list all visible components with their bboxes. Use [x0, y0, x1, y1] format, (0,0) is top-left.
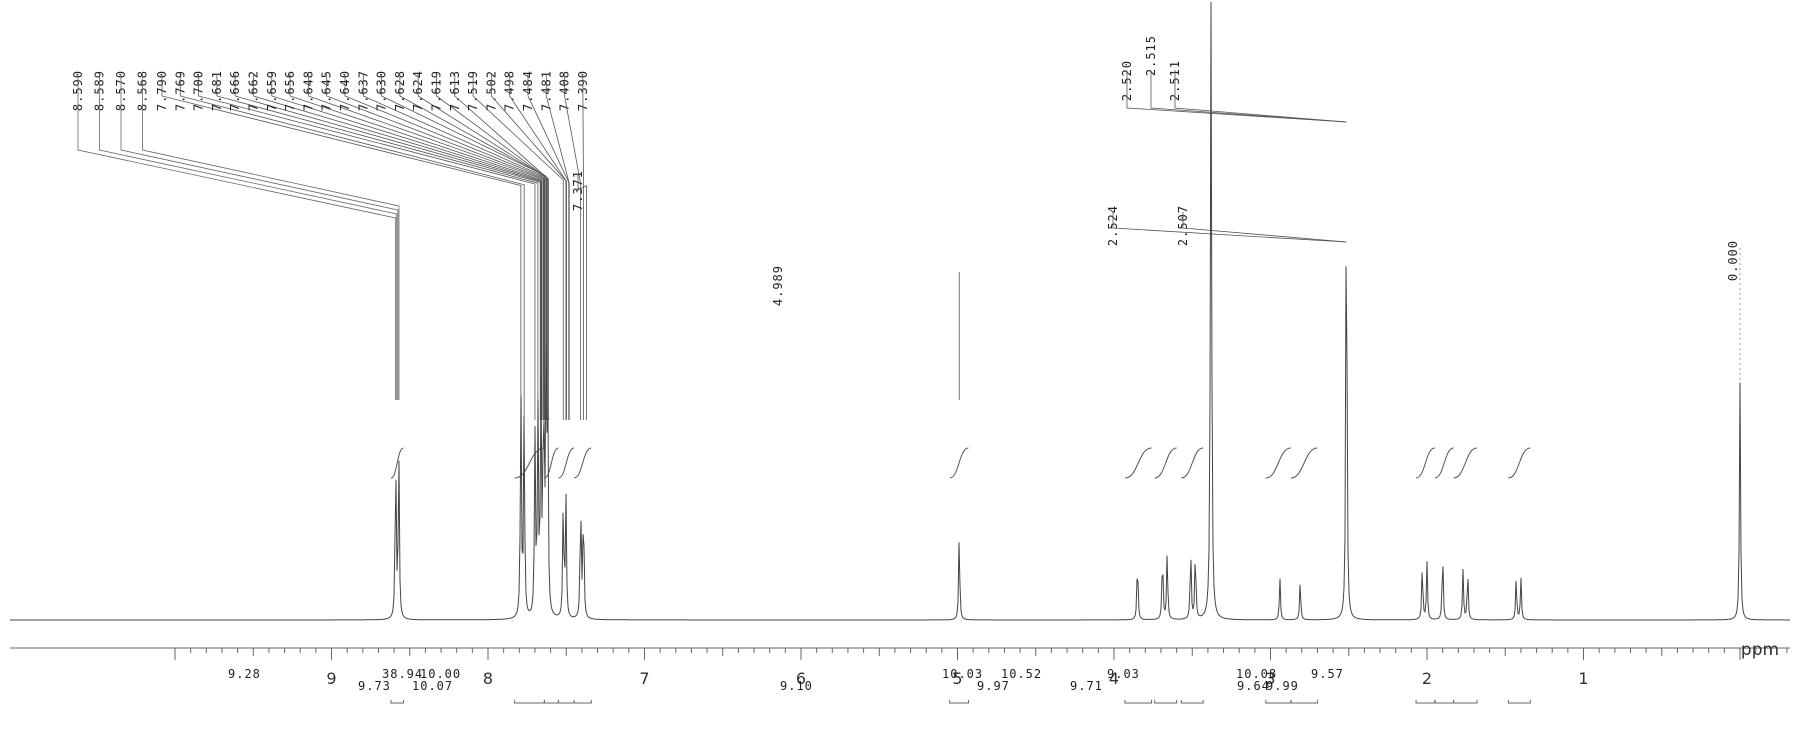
peak-leader-line: [77, 74, 397, 400]
integral-value-label: 9.97: [977, 679, 1010, 693]
peak-leader-line: [271, 74, 542, 420]
x-axis: 9 8 7 6 5 4 3 2 1: [10, 647, 1790, 688]
integral-curve: [1154, 447, 1177, 479]
peak-leader-line: [1112, 212, 1347, 243]
peak-leader-line: [142, 74, 400, 400]
integral-bracket: [1265, 700, 1292, 704]
peak-labels-layer: 8.590 8.589 8.570 8.568 7.790 7.769 7.700 7.681…: [71, 35, 1741, 420]
integral-value-label: 10.52: [1001, 667, 1042, 681]
x-tick-label: 1: [1578, 669, 1588, 688]
peak-leader-line: [545, 74, 570, 420]
integral-value-label: 9.28: [228, 667, 261, 681]
integral-bracket: [390, 700, 404, 704]
peak-leader-line: [1126, 70, 1347, 123]
x-tick-label: 3: [1265, 669, 1275, 688]
integral-curve: [558, 447, 575, 479]
peak-leader-line: [417, 74, 548, 420]
peak-leader-line: [307, 74, 544, 420]
peak-leader-line: [582, 74, 584, 420]
integral-value-label: 38.94: [382, 667, 423, 681]
peak-leader-line: [564, 74, 582, 420]
integral-value-label: 10.08: [1236, 667, 1277, 681]
integral-bracket: [557, 700, 575, 704]
integral-bracket: [1434, 700, 1455, 704]
integral-curve: [573, 447, 592, 479]
peak-leader-line: [198, 74, 536, 420]
peak-leader-line: [472, 74, 564, 420]
peak-leader-line: [99, 74, 398, 400]
integral-value-label: 9.73: [358, 679, 391, 693]
integral-curve: [1124, 447, 1152, 479]
spectrum-line: [10, 1, 1790, 621]
integral-bracket: [949, 700, 969, 704]
integral-curve: [1453, 447, 1478, 479]
peak-leader-line: [1182, 212, 1347, 243]
integral-value-label: 9.64: [1237, 679, 1270, 693]
integral-bracket: [543, 700, 559, 704]
integral-value-label: 9.03: [1107, 667, 1140, 681]
peak-leader-line: [436, 74, 549, 420]
integral-bracket: [1290, 700, 1318, 704]
peak-leader-line: [234, 74, 541, 420]
x-tick-label: 4: [1109, 669, 1119, 688]
peak-shift-label: 7.371: [571, 170, 585, 211]
x-tick-label: 6: [796, 669, 806, 688]
integral-curve: [390, 447, 404, 479]
x-tick-label: 7: [639, 669, 649, 688]
peak-leader-line: [1150, 70, 1347, 123]
peak-leader-line: [399, 74, 547, 420]
integral-curve: [1265, 447, 1291, 479]
integral-curve: [1508, 447, 1531, 479]
integral-value-label: 9.99: [1266, 679, 1299, 693]
integral-bracket: [1154, 700, 1178, 704]
peak-leader-line: [161, 74, 522, 420]
integral-bracket: [1507, 700, 1531, 704]
peak-leader-line: [216, 74, 539, 420]
peak-leader-line: [326, 74, 544, 420]
integral-value-label: 10.03: [942, 667, 983, 681]
x-axis-unit-label: ppm: [1741, 640, 1779, 660]
integral-bracket: [1453, 700, 1478, 704]
integral-curve: [1290, 447, 1318, 479]
peak-shift-label: 4.989: [771, 265, 785, 306]
integral-value-label: 9.57: [1311, 667, 1344, 681]
peak-leader-line: [362, 74, 546, 420]
peak-leader-line: [577, 174, 587, 420]
integral-bracket: [1180, 700, 1204, 704]
integral-curve: [1181, 447, 1204, 479]
peak-leader-line: [344, 74, 545, 420]
peak-leader-line: [179, 74, 525, 420]
integral-curves-layer: [390, 447, 1531, 479]
integral-value-label: 10.00: [420, 667, 461, 681]
x-tick-label: 9: [326, 669, 336, 688]
integral-bracket: [1415, 700, 1436, 704]
x-tick-label: 8: [483, 669, 493, 688]
integral-curve: [544, 447, 559, 479]
peak-leader-line: [1174, 70, 1347, 123]
integral-curve: [1415, 447, 1435, 479]
peak-leader-line: [120, 74, 399, 400]
peak-leader-line: [253, 74, 542, 420]
peak-leader-line: [509, 74, 567, 420]
integral-bracket: [1124, 700, 1153, 704]
integral-bracket: [514, 700, 545, 704]
integral-value-label: 9.10: [780, 679, 813, 693]
x-tick-label: 5: [952, 669, 962, 688]
peak-leader-line: [527, 74, 570, 420]
peak-leader-line: [490, 74, 567, 420]
peak-shift-label: 0.000: [1726, 240, 1740, 281]
peak-leader-line: [454, 74, 549, 420]
x-tick-label: 2: [1422, 669, 1432, 688]
peak-shift-label: 2.515: [1144, 35, 1158, 76]
integral-value-label: 9.71: [1070, 679, 1103, 693]
integral-curve: [949, 447, 969, 479]
integral-curve: [1434, 447, 1454, 479]
integral-value-label: 10.07: [412, 679, 453, 693]
integral-bracket: [573, 700, 592, 704]
peak-leader-line: [289, 74, 543, 420]
